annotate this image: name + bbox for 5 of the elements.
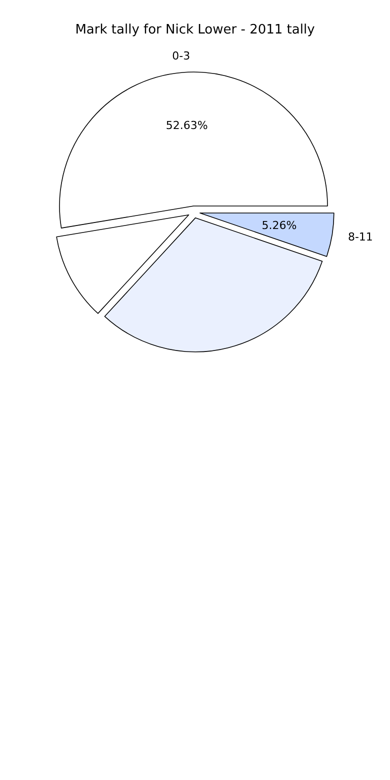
chart-title: Mark tally for Nick Lower - 2011 tally	[75, 22, 316, 38]
slice-label: 0-3	[172, 49, 190, 62]
data-label: 52.63%	[166, 118, 208, 132]
data-label: 5.26%	[262, 219, 297, 232]
slice-label: 8-11	[348, 230, 373, 244]
